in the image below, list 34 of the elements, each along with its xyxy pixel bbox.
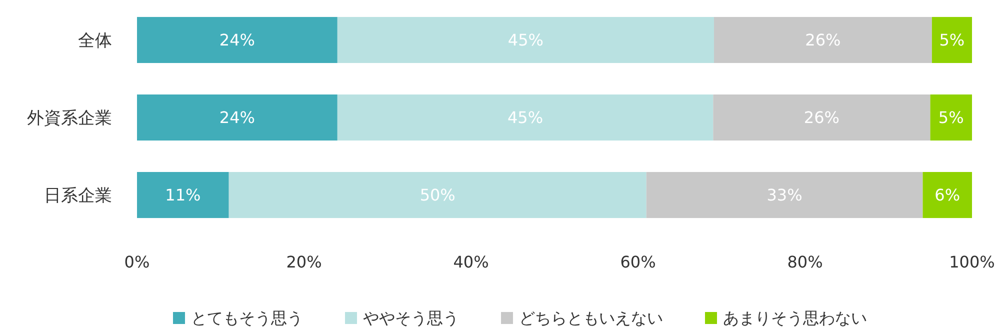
- data-label: 45%: [508, 30, 544, 50]
- y-tick-label: 全体: [78, 30, 112, 51]
- x-tick-label: 80%: [787, 252, 823, 272]
- bar: [337, 94, 714, 141]
- data-label: 5%: [938, 108, 964, 128]
- y-tick-label: 日系企業: [44, 186, 112, 206]
- bar: [932, 16, 972, 64]
- x-tick-label: 60%: [620, 252, 656, 272]
- legend-label: どちらともいえない: [519, 308, 663, 328]
- legend-label: あまりそう思わない: [723, 308, 867, 328]
- bar: [228, 172, 646, 218]
- x-tick-label: 40%: [453, 252, 489, 272]
- bar: [930, 94, 972, 141]
- y-tick-label: 外資系企業: [27, 108, 112, 128]
- bar: [646, 172, 923, 218]
- bar: [137, 16, 338, 64]
- bar: [714, 16, 932, 64]
- x-tick-label: 100%: [949, 252, 995, 272]
- data-label: 5%: [939, 30, 965, 50]
- bar: [337, 16, 714, 64]
- bar: [137, 94, 338, 141]
- legend-label: ややそう思う: [363, 308, 459, 328]
- data-label: 6%: [934, 186, 960, 205]
- data-label: 50%: [420, 186, 456, 205]
- data-label: 24%: [219, 30, 255, 50]
- bar: [137, 172, 229, 218]
- data-label: 24%: [219, 108, 255, 128]
- data-label: 45%: [507, 108, 544, 128]
- bar: [713, 94, 930, 141]
- x-tick-label: 0%: [124, 252, 150, 272]
- legend-label: とてもそう思う: [191, 308, 303, 328]
- bar: [922, 172, 972, 218]
- x-tick-label: 20%: [286, 252, 322, 272]
- data-label: 11%: [165, 186, 201, 205]
